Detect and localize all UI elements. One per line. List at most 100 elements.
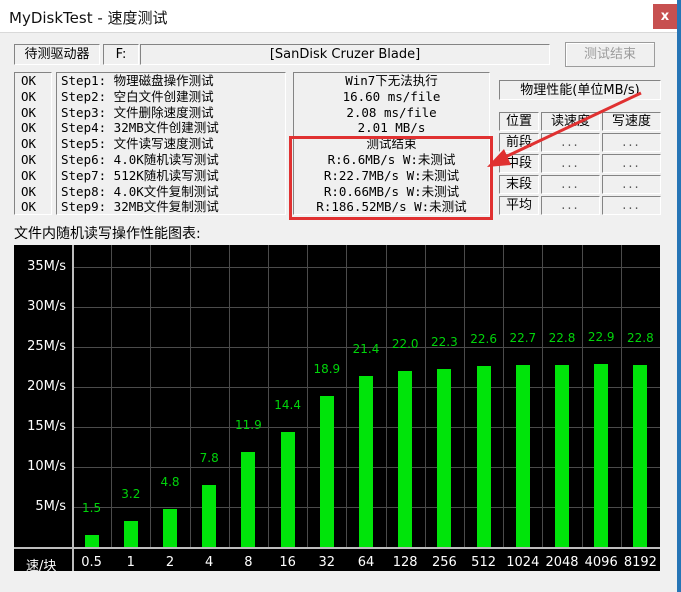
step-item: Step2: 空白文件创建测试 (61, 88, 214, 104)
x-axis-tick: 512 (471, 555, 496, 570)
physical-write-value: ... (602, 196, 661, 215)
x-axis-tick: 32 (318, 555, 336, 570)
physical-read-value: ... (541, 133, 600, 152)
step-item: Step4: 32MB文件创建测试 (61, 120, 219, 136)
bar (359, 376, 373, 547)
finish-test-button[interactable]: 测试结束 (565, 42, 655, 67)
physical-write-value: ... (602, 154, 661, 173)
bar (241, 452, 256, 547)
device-name: [SanDisk Cruzer Blade] (140, 44, 550, 65)
result-line: R:0.66MB/s W:未测试 (323, 183, 460, 199)
bar-value-label: 3.2 (121, 487, 141, 501)
v-gridline (542, 245, 544, 547)
h-gridline (72, 267, 660, 268)
bar-value-label: 11.9 (235, 418, 262, 432)
step-item: Step7: 512K随机读写测试 (61, 167, 219, 183)
bar (163, 509, 177, 547)
v-gridline (307, 245, 309, 547)
physical-row-label: 前段 (499, 133, 539, 152)
x-axis-tick: 256 (431, 555, 457, 570)
bar (319, 396, 334, 547)
y-axis-tick: 30M/s (27, 299, 66, 314)
physical-read-value: ... (541, 154, 600, 173)
x-axis-tick: 2 (165, 555, 175, 570)
step-status: OK (21, 136, 37, 152)
x-axis-tick: 64 (357, 555, 375, 570)
bar-value-label: 14.4 (274, 398, 301, 412)
x-axis-line (14, 547, 660, 549)
physical-row-label: 末段 (499, 175, 539, 194)
v-gridline (346, 245, 348, 547)
bar (398, 371, 413, 547)
drive-letter: F: (103, 44, 139, 65)
bar (437, 369, 452, 547)
step-item: Step9: 32MB文件复制测试 (61, 199, 219, 215)
h-gridline (72, 307, 660, 308)
physical-col-header: 位置 (499, 112, 539, 131)
physical-write-value: ... (602, 133, 661, 152)
bar-value-label: 22.9 (587, 330, 615, 344)
physical-col-header: 读速度 (541, 112, 600, 131)
h-gridline (72, 347, 660, 348)
bar (123, 521, 138, 547)
v-gridline (503, 245, 505, 547)
step-status: OK (21, 88, 37, 104)
y-axis-line (72, 245, 74, 571)
step-status: OK (21, 73, 37, 88)
v-gridline (581, 245, 583, 547)
y-axis-tick: 5M/s (35, 499, 66, 514)
bar (476, 366, 491, 547)
step-item: Step6: 4.0K随机读写测试 (61, 151, 219, 167)
physical-read-value: ... (541, 196, 600, 215)
bar-value-label: 22.0 (391, 337, 419, 351)
physical-col-header: 写速度 (602, 112, 661, 131)
bar-value-label: 4.8 (160, 475, 180, 489)
results-panel: Win7下无法执行 16.60 ms/file 2.08 ms/file 2.01 M… (293, 72, 490, 215)
result-line: R:186.52MB/s W:未测试 (316, 199, 467, 215)
x-axis-tick: 2048 (545, 555, 579, 570)
result-line: 2.01 MB/s (357, 120, 426, 136)
v-gridline (150, 245, 152, 547)
steps-status-list: OK OK OK OK OK OK OK OK OK (14, 72, 52, 215)
x-axis-tick: 4 (205, 555, 214, 570)
result-line: R:6.6MB/s W:未测试 (327, 151, 456, 167)
step-status: OK (21, 104, 37, 120)
x-axis-tick: 8192 (623, 555, 657, 570)
v-gridline (385, 245, 387, 547)
y-axis-tick: 10M/s (27, 459, 66, 474)
bar (555, 365, 569, 547)
physical-write-value: ... (602, 175, 661, 194)
x-axis-tick: 1024 (506, 555, 540, 570)
step-status: OK (21, 199, 37, 215)
bar-value-label: 22.7 (509, 331, 537, 345)
step-status: OK (21, 120, 37, 136)
x-axis-tick: 4096 (584, 555, 618, 570)
bar (594, 364, 609, 547)
v-gridline (268, 245, 269, 547)
steps-list: Step1: 物理磁盘操作测试 Step2: 空白文件创建测试 Step3: 文件删… (56, 72, 286, 215)
bar-value-label: 18.9 (313, 362, 341, 376)
bar-value-label: 22.3 (431, 335, 458, 349)
step-item: Step8: 4.0K文件复制测试 (61, 183, 219, 199)
physical-performance-title: 物理性能(单位MB/s) (499, 80, 661, 100)
bar-value-label: 22.8 (627, 331, 654, 345)
step-status: OK (21, 183, 37, 199)
bar-value-label: 7.8 (199, 451, 219, 465)
chart-heading: 文件内随机读写操作性能图表: (14, 226, 201, 242)
bar-value-label: 22.8 (548, 331, 576, 345)
physical-performance-table: 位置 读速度 写速度 前段...... 中段...... 末段...... 平均...... (499, 112, 661, 215)
close-button[interactable]: x (653, 4, 677, 29)
x-axis-tick: 128 (392, 555, 418, 570)
result-line: 测试结束 (366, 136, 417, 152)
result-line: 16.60 ms/file (342, 88, 441, 104)
x-axis-tick: 1 (126, 555, 135, 570)
result-highlight-box (289, 136, 493, 220)
drive-label: 待测驱动器 (14, 44, 100, 65)
bar (633, 365, 648, 547)
x-axis-tick: 16 (279, 555, 296, 570)
physical-row-label: 中段 (499, 154, 539, 173)
bar-value-label: 21.4 (352, 342, 380, 356)
bar (280, 432, 295, 547)
x-axis-unit-label: 速/块 (26, 559, 57, 574)
v-gridline (228, 245, 230, 547)
